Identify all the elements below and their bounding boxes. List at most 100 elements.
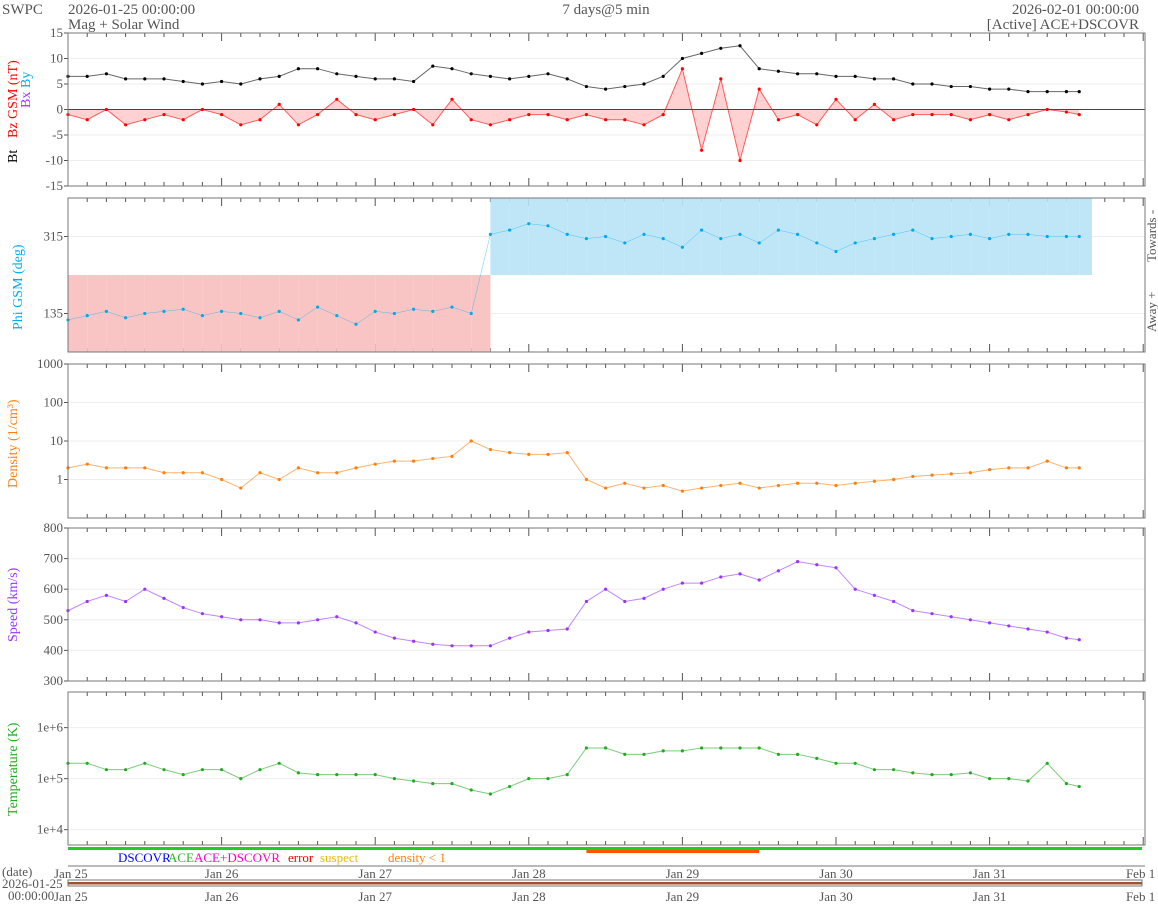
bz-point — [623, 118, 627, 122]
bz-fill — [548, 109, 568, 120]
phi-point — [680, 245, 685, 249]
speed-point — [604, 587, 608, 591]
bz-point — [1064, 110, 1068, 114]
mag-ytick-label: -10 — [46, 153, 63, 168]
bz-point — [220, 113, 224, 117]
date-tick-label: Jan 25 — [54, 889, 88, 904]
temperature-point — [680, 749, 685, 753]
bt-point — [604, 87, 608, 91]
temperature-point — [872, 768, 877, 772]
speed-point — [104, 593, 108, 597]
speed-point — [162, 596, 166, 600]
mag-ytick-label: 0 — [57, 102, 64, 117]
temperature-point — [546, 777, 550, 781]
temperature-point — [738, 746, 742, 750]
bt-point — [431, 64, 435, 68]
temperature-point — [296, 771, 300, 775]
bz-point — [872, 102, 877, 106]
by-axis-label: By — [19, 72, 34, 88]
date-tick-label: Jan 26 — [205, 889, 239, 904]
bt-point — [834, 74, 838, 78]
bt-point — [815, 72, 819, 76]
phi-point — [584, 237, 589, 241]
bt-point — [738, 44, 742, 48]
phi-point — [834, 249, 838, 254]
bz-point — [1045, 107, 1049, 112]
temperature-point — [911, 771, 915, 775]
legend-suspect: suspect — [320, 850, 359, 865]
phi-point — [450, 305, 454, 309]
bz-fill — [624, 109, 644, 125]
towards-sector — [528, 198, 548, 275]
phi-point — [104, 309, 108, 313]
bz-point — [85, 118, 89, 122]
temperature-point — [565, 773, 569, 777]
status-strip — [68, 847, 1142, 853]
density-point — [104, 466, 108, 470]
phi-point — [488, 232, 492, 236]
temperature-point — [162, 768, 166, 772]
temperature-point — [968, 771, 973, 775]
bz-point — [815, 123, 819, 127]
bz-fill — [644, 109, 664, 125]
temperature-ytick-label: 1e+4 — [37, 822, 64, 837]
bz-point — [450, 97, 454, 101]
bz-point — [258, 118, 262, 122]
temperature-point — [354, 773, 358, 777]
mag-panel: 15 10 5 0 -5 -10 -15 — [46, 25, 1146, 193]
bt-point — [392, 77, 396, 81]
bt-point — [181, 79, 185, 84]
bz-point — [700, 148, 704, 152]
temperature-point — [124, 768, 128, 772]
bz-point — [1007, 118, 1011, 122]
density-point — [738, 481, 742, 485]
towards-sector — [1079, 198, 1092, 275]
bt-point — [220, 79, 224, 84]
status-ok-bar — [68, 847, 1142, 850]
brand-label: SWPC — [2, 2, 43, 18]
speed-point — [680, 581, 685, 585]
density-point — [316, 471, 320, 475]
bz-point — [680, 67, 685, 71]
date-tick-label: Jan 30 — [819, 889, 853, 904]
legend-ace: ACE — [168, 850, 194, 865]
away-sector — [413, 275, 433, 352]
density-point — [1045, 459, 1049, 463]
source-status: [Active] ACE+DSCOVR — [987, 17, 1139, 33]
speed-point — [546, 628, 550, 633]
date-tick-label: Jan 29 — [666, 866, 700, 881]
bt-point — [988, 87, 992, 91]
panel-border — [67, 32, 1146, 187]
bz-point — [968, 118, 973, 122]
phi-point — [661, 237, 665, 241]
bt-point — [700, 51, 704, 56]
panel-border — [67, 363, 1146, 519]
phi-point — [892, 232, 896, 236]
bt-point — [143, 77, 147, 81]
temperature-point — [277, 761, 281, 765]
end-time: 2026-02-01 00:00:00 — [1012, 2, 1139, 18]
temperature-point — [412, 779, 416, 783]
temperature-point — [335, 773, 339, 777]
date-tick-label: Jan 30 — [819, 866, 853, 881]
phi-point — [1026, 232, 1030, 236]
bz-point — [200, 107, 204, 112]
temperature-point — [892, 768, 896, 772]
bz-point — [853, 118, 857, 122]
towards-sector — [663, 198, 683, 275]
bz-point — [431, 123, 435, 127]
bz-point — [104, 107, 108, 112]
legend-error: error — [288, 850, 314, 865]
bt-point — [1064, 90, 1068, 94]
away-sector — [394, 275, 414, 352]
density-panel: 1000 100 10 1 — [37, 356, 1146, 519]
speed-point — [642, 596, 646, 600]
bz-point — [988, 113, 992, 117]
speed-ytick-label: 700 — [44, 551, 64, 566]
away-sector — [317, 275, 337, 352]
date-tick-label: Feb 1 — [1126, 866, 1155, 881]
speed-point — [757, 578, 761, 582]
speed-point — [488, 644, 492, 648]
density-point — [968, 471, 973, 475]
date-tick-label: Jan 25 — [54, 866, 88, 881]
